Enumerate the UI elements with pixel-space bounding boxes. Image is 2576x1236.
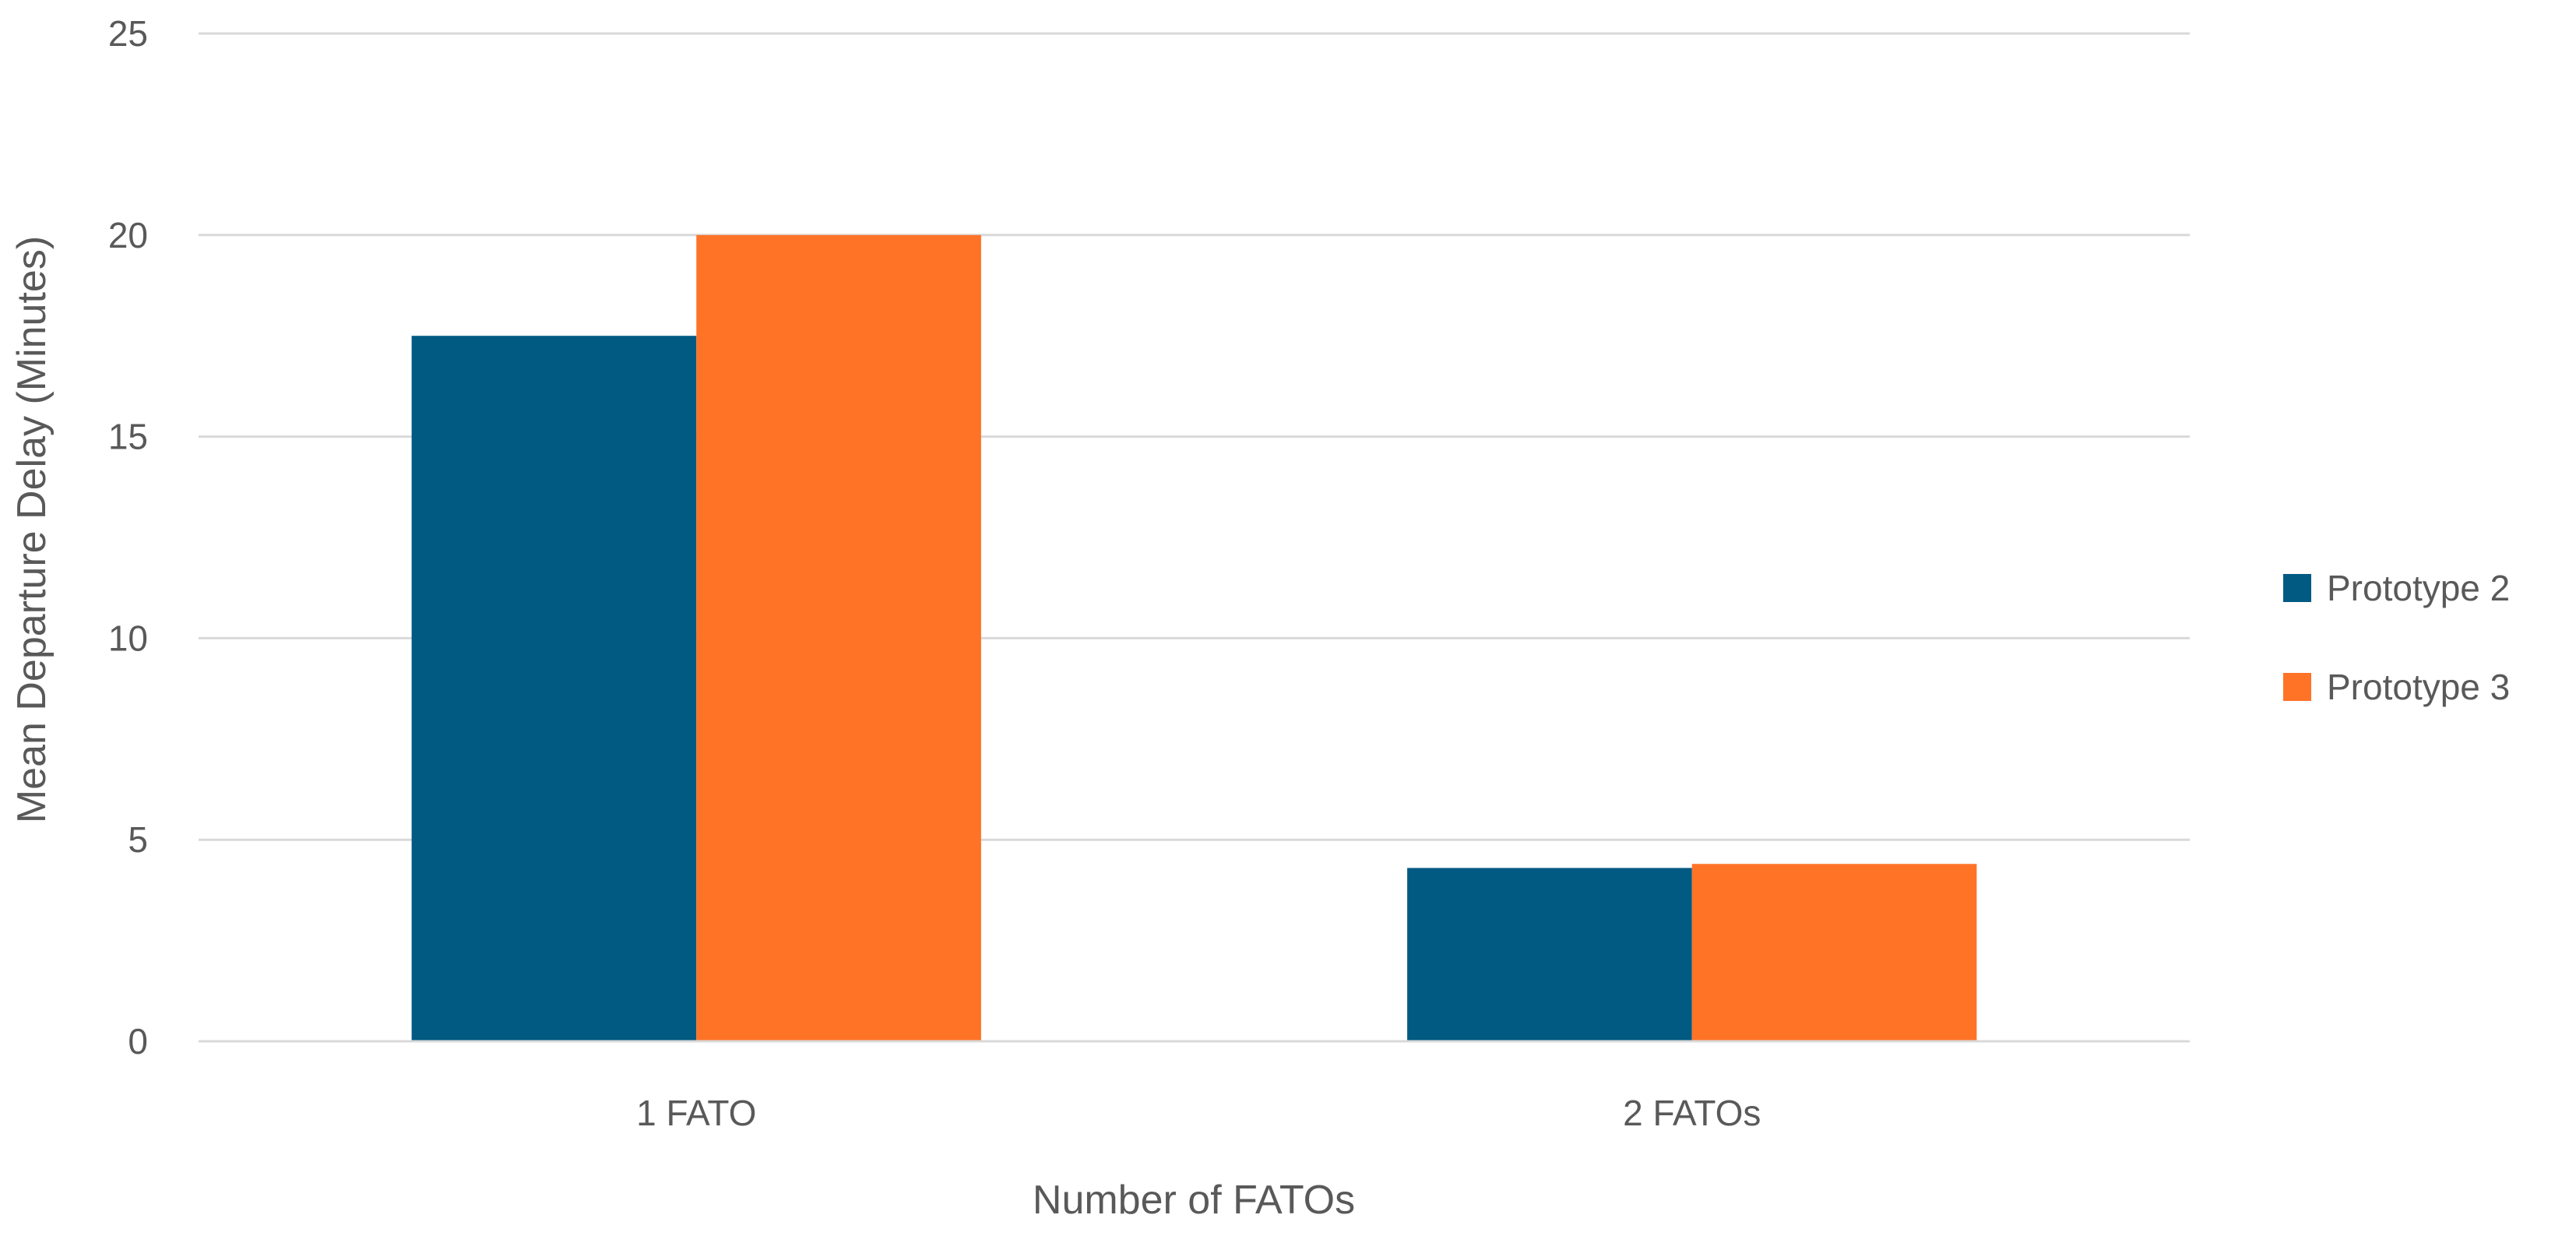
x-tick-label: 1 FATO — [636, 1093, 756, 1133]
legend-swatch — [2283, 574, 2311, 602]
legend: Prototype 2 Prototype 3 — [2283, 568, 2510, 707]
y-tick-label: 20 — [108, 215, 148, 255]
bar-prototype-3-1 — [696, 234, 981, 1041]
x-axis-title: Number of FATOs — [1033, 1178, 1355, 1223]
bar-prototype-2-2 — [1407, 868, 1692, 1041]
legend-label: Prototype 3 — [2327, 667, 2510, 707]
x-tick-label: 2 FATOs — [1623, 1093, 1761, 1133]
y-tick-label: 15 — [108, 417, 148, 457]
y-tick-label: 5 — [128, 819, 148, 860]
y-axis-title: Mean Departure Delay (Minutes) — [9, 236, 55, 823]
bar-prototype-2-1 — [411, 336, 697, 1041]
y-tick-label: 10 — [108, 618, 148, 658]
y-axis-tick-labels: 0 5 10 15 20 25 — [108, 13, 148, 1062]
bars — [411, 234, 1977, 1041]
y-tick-label: 25 — [108, 13, 148, 54]
y-tick-label: 0 — [128, 1021, 148, 1062]
legend-swatch — [2283, 673, 2311, 701]
legend-label: Prototype 2 — [2327, 568, 2510, 608]
bar-prototype-3-2 — [1691, 864, 1977, 1041]
x-axis-tick-labels: 1 FATO 2 FATOs — [636, 1093, 1761, 1133]
